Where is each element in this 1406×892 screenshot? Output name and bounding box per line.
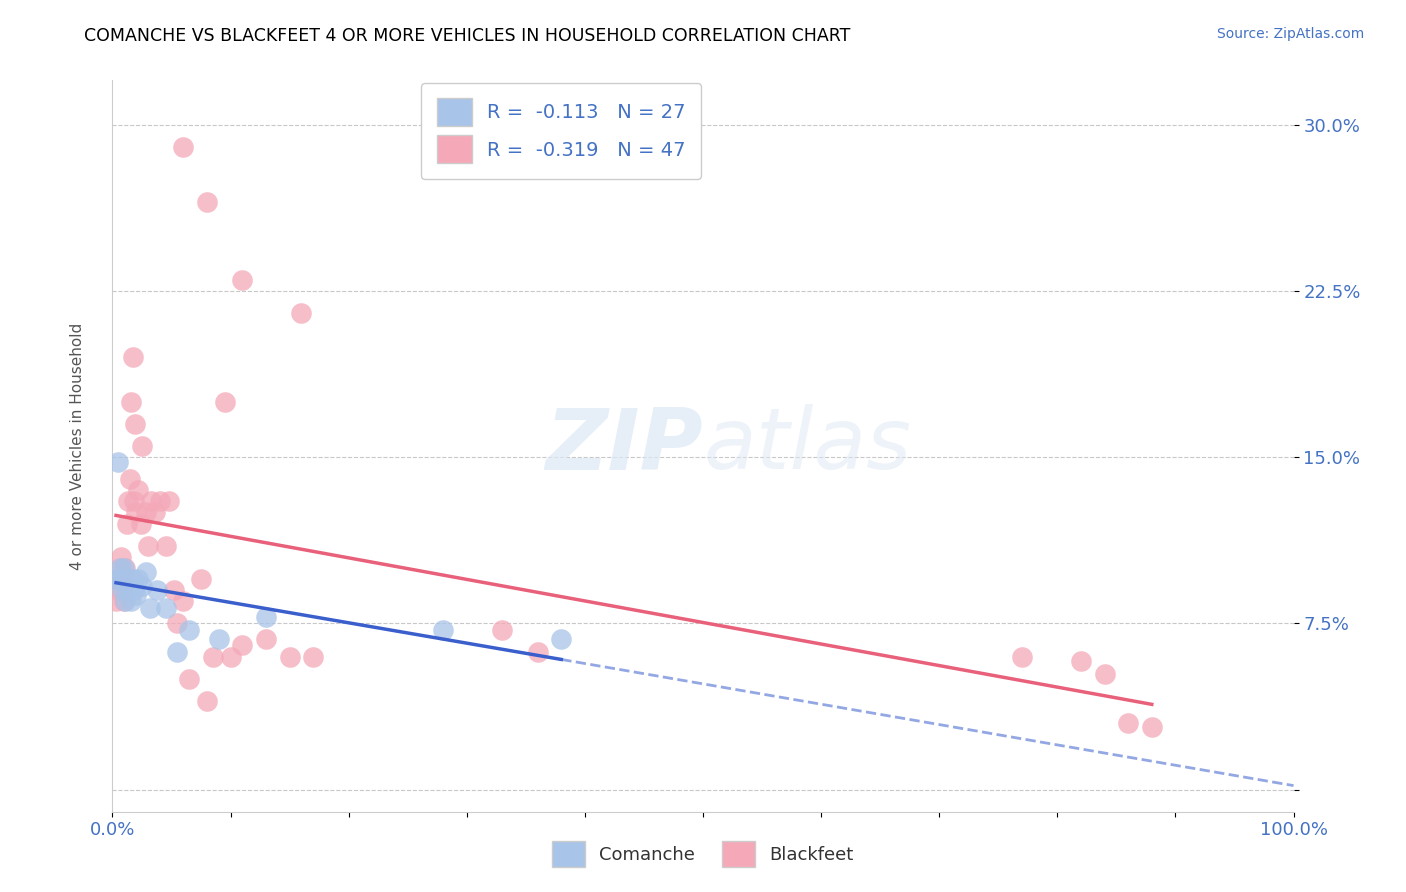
Point [131, 439, 153, 453]
Point [110, 572, 132, 586]
Point [110, 549, 132, 564]
Point [117, 494, 139, 508]
Point [491, 623, 513, 637]
Point [114, 561, 136, 575]
Point [278, 649, 301, 664]
Legend: R =  -0.113   N = 27, R =  -0.319   N = 47: R = -0.113 N = 27, R = -0.319 N = 47 [422, 83, 702, 178]
Point [135, 566, 157, 580]
Point [172, 140, 194, 154]
Point [208, 632, 231, 646]
Point [1070, 654, 1092, 668]
Point [141, 494, 163, 508]
Point [290, 306, 312, 320]
Point [112, 594, 135, 608]
Point [550, 632, 572, 646]
Point [108, 561, 131, 575]
Point [139, 600, 162, 615]
Point [231, 639, 253, 653]
Text: atlas: atlas [703, 404, 911, 488]
Text: 4 or more Vehicles in Household: 4 or more Vehicles in Household [70, 322, 84, 570]
Point [111, 583, 134, 598]
Point [112, 572, 135, 586]
Point [107, 454, 129, 468]
Point [135, 506, 157, 520]
Point [121, 572, 143, 586]
Point [219, 649, 242, 664]
Point [124, 417, 146, 431]
Point [105, 594, 128, 608]
Text: COMANCHE VS BLACKFEET 4 OR MORE VEHICLES IN HOUSEHOLD CORRELATION CHART: COMANCHE VS BLACKFEET 4 OR MORE VEHICLES… [84, 27, 851, 45]
Point [166, 616, 188, 631]
Point [136, 539, 159, 553]
Point [120, 394, 142, 409]
Point [163, 583, 186, 598]
Text: ZIP: ZIP [546, 404, 703, 488]
Point [302, 649, 325, 664]
Point [195, 694, 218, 708]
Point [115, 583, 138, 598]
Point [122, 494, 145, 508]
Point [120, 472, 142, 486]
Point [120, 579, 142, 593]
Point [190, 572, 212, 586]
Point [108, 561, 131, 575]
Point [122, 583, 145, 598]
Point [254, 609, 277, 624]
Point [149, 494, 172, 508]
Point [201, 649, 224, 664]
Point [1011, 649, 1033, 664]
Point [111, 572, 134, 586]
Point [127, 572, 149, 586]
Point [143, 506, 166, 520]
Point [117, 572, 139, 586]
Point [195, 195, 218, 210]
Point [125, 506, 148, 520]
Point [112, 583, 135, 598]
Point [120, 594, 142, 608]
Point [127, 483, 149, 498]
Point [114, 594, 136, 608]
Text: Source: ZipAtlas.com: Source: ZipAtlas.com [1216, 27, 1364, 41]
Point [1094, 667, 1116, 681]
Point [172, 594, 194, 608]
Point [166, 645, 188, 659]
Point [526, 645, 548, 659]
Point [1116, 716, 1139, 731]
Point [115, 516, 138, 531]
Point [155, 539, 177, 553]
Point [179, 623, 201, 637]
Point [157, 494, 180, 508]
Point [107, 583, 129, 598]
Point [112, 561, 135, 575]
Point [231, 273, 253, 287]
Point [131, 579, 153, 593]
Point [105, 572, 128, 586]
Point [121, 351, 143, 365]
Point [146, 583, 169, 598]
Point [129, 516, 152, 531]
Legend: Comanche, Blackfeet: Comanche, Blackfeet [546, 834, 860, 874]
Point [432, 623, 454, 637]
Point [125, 587, 148, 601]
Point [254, 632, 277, 646]
Point [179, 672, 201, 686]
Point [105, 572, 128, 586]
Point [1140, 721, 1163, 735]
Point [155, 600, 177, 615]
Point [214, 394, 236, 409]
